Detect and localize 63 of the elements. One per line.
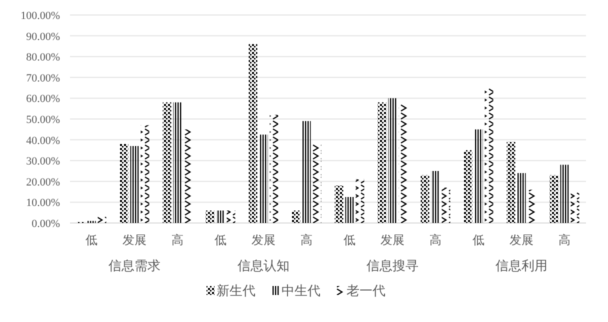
x-tick-label: 低 — [472, 233, 484, 247]
bar — [226, 210, 236, 223]
y-tick-label: 60.00% — [26, 93, 60, 106]
bar — [398, 104, 408, 223]
bar — [484, 88, 494, 223]
y-tick-label: 80.00% — [26, 52, 60, 64]
bar — [206, 210, 214, 223]
y-tick-label: 40.00% — [26, 134, 60, 147]
legend-label: 中生代 — [282, 283, 320, 298]
y-tick-label: 0.00% — [32, 218, 60, 230]
bar — [431, 171, 440, 223]
bar — [130, 146, 139, 223]
x-tick-label: 低 — [344, 233, 356, 247]
y-tick-label: 70.00% — [26, 72, 60, 84]
bar — [216, 210, 225, 223]
bar — [184, 129, 192, 223]
bar — [464, 150, 472, 223]
bar — [570, 192, 580, 223]
y-tick-label: 10.00% — [26, 197, 60, 210]
bar — [474, 129, 483, 223]
bar — [302, 121, 311, 223]
x-tick-label: 发展 — [380, 233, 404, 247]
y-tick-label: 20.00% — [26, 176, 60, 188]
text: 信息需求 — [108, 258, 160, 273]
bar — [292, 210, 300, 223]
bar — [162, 102, 172, 223]
y-tick-label: 100.00% — [20, 10, 60, 22]
bar — [173, 102, 182, 223]
y-tick-label: 90.00% — [26, 30, 60, 43]
bar — [248, 44, 258, 223]
bar — [442, 188, 450, 223]
x-tick-label: 发展 — [122, 233, 146, 247]
bar — [560, 164, 569, 223]
x-tick-label: 高 — [172, 233, 184, 247]
bar — [259, 134, 268, 223]
bar — [378, 102, 386, 223]
bar — [120, 144, 128, 223]
bar — [356, 179, 364, 223]
bar — [345, 197, 354, 223]
bar — [420, 175, 430, 223]
bar — [312, 144, 322, 223]
x-tick-label: 发展 — [510, 233, 534, 247]
bar — [506, 142, 516, 223]
bar — [550, 175, 558, 223]
legend-label: 新生代 — [216, 283, 256, 298]
x-tick-label: 低 — [86, 233, 98, 247]
bar — [140, 125, 150, 223]
bar — [388, 98, 397, 223]
x-tick-label: 高 — [558, 233, 570, 247]
bar — [517, 173, 526, 223]
y-tick-label: 50.00% — [26, 114, 60, 126]
bar — [334, 186, 344, 223]
bar — [270, 114, 278, 223]
text: 信息利用 — [496, 258, 548, 273]
x-tick-label: 发展 — [252, 233, 276, 247]
y-tick-label: 30.00% — [26, 156, 60, 168]
x-tick-label: 高 — [300, 233, 312, 247]
bar — [98, 216, 106, 223]
text: 信息搜寻 — [366, 258, 418, 273]
x-tick-label: 低 — [214, 233, 226, 247]
text: 信息认知 — [238, 258, 290, 273]
x-tick-label: 高 — [430, 233, 442, 247]
legend-label: 老一代 — [346, 283, 386, 298]
